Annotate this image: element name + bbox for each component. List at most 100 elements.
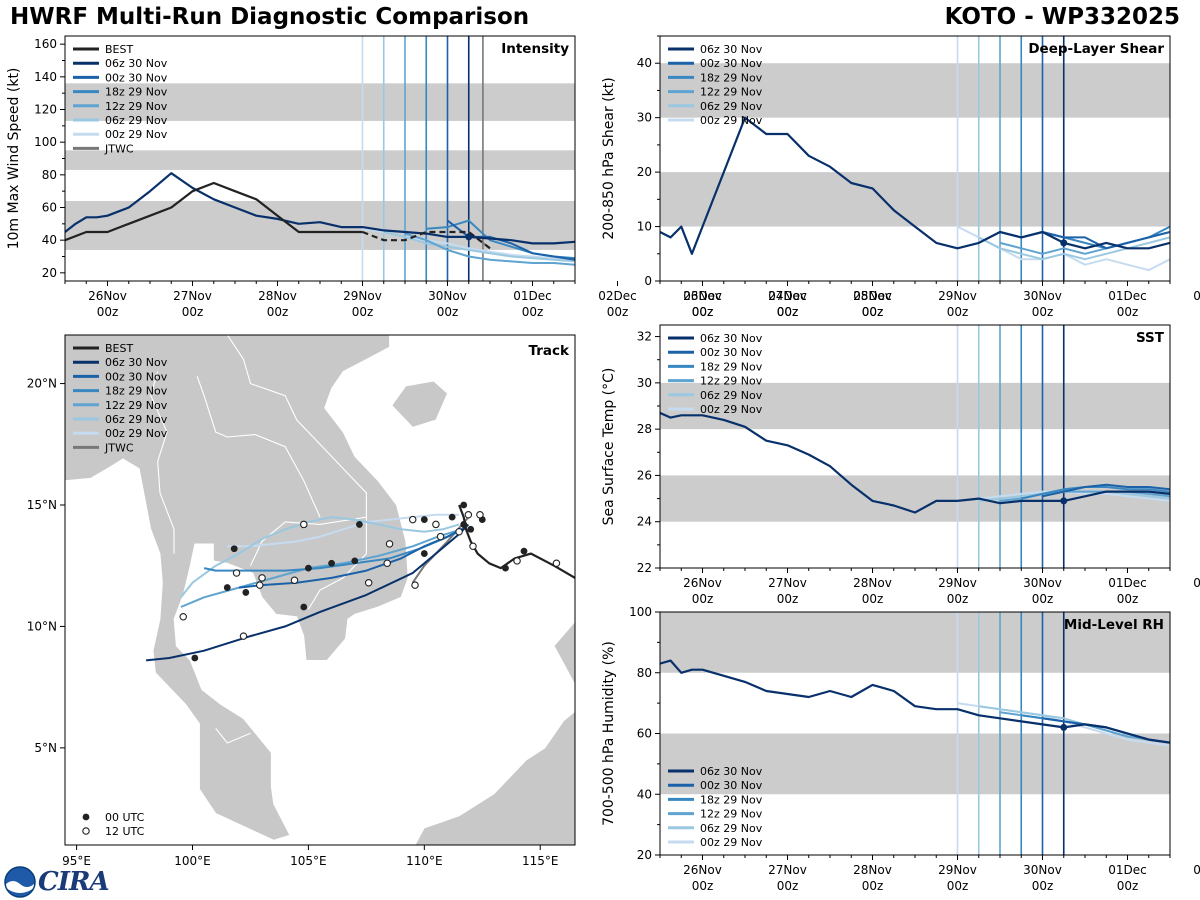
y-tick-label: 30 bbox=[637, 111, 652, 125]
y-tick-label: 20 bbox=[637, 165, 652, 179]
x-tick-label: 00z bbox=[692, 305, 714, 319]
x-tick-label: 29Nov bbox=[938, 863, 977, 877]
cira-logo: CIRA bbox=[4, 866, 110, 898]
legend-label-06z-30-nov: 06z 30 Nov bbox=[105, 356, 168, 369]
x-tick-label: 00z bbox=[352, 305, 374, 319]
x-tick-label: 02Dec bbox=[598, 289, 637, 303]
legend-label-06z-29-nov: 06z 29 Nov bbox=[105, 413, 168, 426]
x-tick-label: 05Dec bbox=[853, 289, 892, 303]
init-point bbox=[1060, 239, 1068, 247]
marker-12utc bbox=[255, 581, 264, 589]
init-point bbox=[1060, 497, 1068, 505]
panel-title: SST bbox=[1136, 330, 1165, 346]
series-best bbox=[65, 181, 363, 242]
x-tick-label: 01Dec bbox=[1108, 576, 1147, 590]
band-83-95 bbox=[65, 150, 575, 170]
series-12z-29-nov bbox=[404, 232, 575, 266]
x-tick-label: 28Nov bbox=[258, 289, 297, 303]
panel-shear: 0 10 20 30 40 26Nov 00z 27Nov 00z 28Nov 00z 29Nov 00… bbox=[601, 35, 1200, 319]
x-tick-label: 03Dec bbox=[683, 289, 722, 303]
series-06z-30-nov bbox=[660, 116, 1170, 255]
marker-00utc bbox=[460, 501, 468, 509]
band-10-20 bbox=[660, 172, 1170, 227]
series-00z-30-nov bbox=[1042, 483, 1170, 498]
y-tick-label: 10 bbox=[637, 220, 652, 234]
marker-legend-00utc bbox=[82, 813, 90, 821]
x-tick-label: 01Dec bbox=[1108, 863, 1147, 877]
y-axis-label: Sea Surface Temp (°C) bbox=[601, 368, 617, 526]
panel-title: Intensity bbox=[501, 41, 569, 57]
noaa-icon bbox=[4, 866, 36, 898]
x-tick-label: 27Nov bbox=[768, 289, 807, 303]
marker-legend-12utc bbox=[82, 827, 90, 835]
y-tick-label: 0 bbox=[644, 274, 652, 288]
legend-label-00z-30-nov: 00z 30 Nov bbox=[700, 57, 763, 70]
init-point bbox=[465, 233, 473, 241]
legend-label-18z-29-nov: 18z 29 Nov bbox=[105, 86, 168, 99]
marker-12utc bbox=[411, 581, 419, 589]
legend-label-00z-30-nov: 00z 30 Nov bbox=[105, 71, 168, 84]
y-tick-label: 26 bbox=[637, 468, 652, 482]
marker-12utc bbox=[300, 520, 308, 529]
panel-title: Track bbox=[529, 343, 570, 359]
x-tick-label: 00z bbox=[1032, 305, 1054, 319]
band-113-136 bbox=[65, 83, 575, 121]
y-tick-label: 22 bbox=[637, 561, 652, 575]
x-tick-label: 01Dec bbox=[513, 289, 552, 303]
x-tick-label: 00z bbox=[437, 305, 459, 319]
x-tick-label: 27Nov bbox=[768, 863, 807, 877]
x-tick-label: 29Nov bbox=[938, 576, 977, 590]
land-borneo bbox=[414, 710, 575, 845]
x-tick-label: 04Dec bbox=[768, 289, 807, 303]
x-tick-label: 00z bbox=[777, 879, 799, 893]
y-tick-label: 160 bbox=[34, 37, 57, 51]
track-00z-29-nov bbox=[227, 513, 460, 548]
y-tick-label: 30 bbox=[637, 376, 652, 390]
x-tick-label: 00z bbox=[777, 305, 799, 319]
x-tick-label: 26Nov bbox=[683, 289, 722, 303]
series-06z-30-nov bbox=[660, 659, 1170, 744]
panel-title: Deep-Layer Shear bbox=[1028, 41, 1164, 57]
legend-label-00z-30-nov: 00z 30 Nov bbox=[700, 779, 763, 792]
legend-label-12z-29-nov: 12z 29 Nov bbox=[700, 808, 763, 821]
series-06z-30-nov bbox=[660, 411, 1170, 514]
y-tick-label: 40 bbox=[42, 233, 57, 247]
series-06z-29-nov bbox=[383, 231, 575, 263]
y-axis-label: 200-850 hPa Shear (kt) bbox=[601, 77, 617, 239]
legend-label-12z-29-nov: 12z 29 Nov bbox=[700, 86, 763, 99]
x-tick-label: 02Dec bbox=[1193, 576, 1200, 590]
y-tick-label: 100 bbox=[629, 605, 652, 619]
country-border-4 bbox=[215, 728, 251, 744]
y-tick-label: 140 bbox=[34, 70, 57, 84]
x-tick-label: 00z bbox=[777, 305, 799, 319]
marker-00utc bbox=[420, 550, 428, 557]
marker-12utc bbox=[469, 542, 477, 551]
y-tick-label: 20 bbox=[42, 266, 57, 280]
x-tick-label: 00z bbox=[947, 305, 969, 319]
land-hainan bbox=[391, 380, 448, 428]
marker-12utc bbox=[464, 510, 473, 519]
y-tick-label: 40 bbox=[637, 787, 652, 801]
legend-label-best: BEST bbox=[105, 43, 133, 56]
legend-label-jtwc: JTWC bbox=[104, 142, 134, 155]
marker-12utc bbox=[408, 515, 417, 524]
marker-12utc bbox=[232, 569, 241, 577]
lon-tick-label: 100°E bbox=[174, 854, 211, 868]
y-tick-label: 20 bbox=[637, 848, 652, 862]
marker-12utc bbox=[436, 532, 445, 541]
marker-12utc bbox=[383, 559, 391, 568]
series-best-forecast bbox=[362, 230, 491, 250]
band-28-30 bbox=[660, 382, 1170, 430]
legend-label-00z-29-nov: 00z 29 Nov bbox=[105, 427, 168, 440]
lat-tick-label: 20°N bbox=[27, 377, 57, 391]
x-tick-label: 29Nov bbox=[938, 289, 977, 303]
track-12z-29-nov bbox=[180, 528, 462, 608]
lon-tick-label: 115°E bbox=[522, 854, 559, 868]
band-30-40 bbox=[660, 63, 1170, 118]
country-border-3 bbox=[150, 371, 175, 554]
y-axis-label: 10m Max Wind Speed (kt) bbox=[6, 68, 22, 250]
legend-label-00z-29-nov: 00z 29 Nov bbox=[700, 403, 763, 416]
